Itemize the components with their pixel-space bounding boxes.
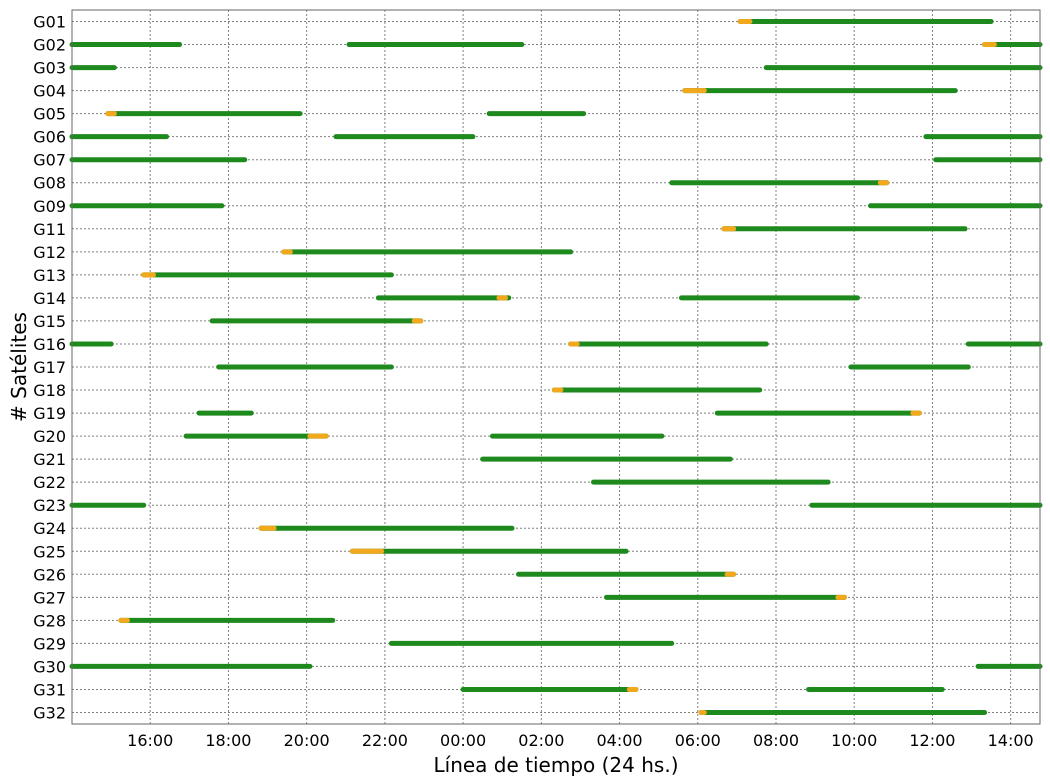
y-tick-label: G16 xyxy=(33,335,66,354)
y-tick-label: G18 xyxy=(33,381,66,400)
bars-layer xyxy=(69,19,1043,715)
x-tick-label: 10:00 xyxy=(831,731,877,750)
y-tick-label: G04 xyxy=(33,82,66,101)
x-tick-label: 02:00 xyxy=(518,731,564,750)
x-tick-label: 14:00 xyxy=(988,731,1034,750)
y-tick-label: G11 xyxy=(33,220,66,239)
y-tick-label: G31 xyxy=(33,680,66,699)
y-tick-label: G06 xyxy=(33,128,66,147)
y-tick-label: G20 xyxy=(33,427,66,446)
x-tick-label: 00:00 xyxy=(440,731,486,750)
y-tick-label: G14 xyxy=(33,289,66,308)
x-tick-label: 04:00 xyxy=(597,731,643,750)
y-tick-label: G24 xyxy=(33,519,66,538)
x-tick-label: 16:00 xyxy=(127,731,173,750)
x-tick-label: 20:00 xyxy=(284,731,330,750)
y-tick-label: G21 xyxy=(33,450,66,469)
y-tick-label: G05 xyxy=(33,105,66,124)
y-tick-label: G22 xyxy=(33,473,66,492)
y-tick-label: G19 xyxy=(33,404,66,423)
y-tick-label: G30 xyxy=(33,657,66,676)
y-tick-label: G09 xyxy=(33,197,66,216)
y-tick-label: G15 xyxy=(33,312,66,331)
y-tick-label: G25 xyxy=(33,542,66,561)
plot-frame xyxy=(71,9,1041,725)
x-tick-label: 18:00 xyxy=(205,731,251,750)
y-tick-label: G03 xyxy=(33,59,66,78)
y-axis-label: # Satélites xyxy=(7,312,31,422)
y-tick-label: G08 xyxy=(33,174,66,193)
y-tick-label: G32 xyxy=(33,703,66,722)
y-tick-label: G02 xyxy=(33,36,66,55)
x-tick-labels: 16:00 18:00 20:00 22:00 00:00 02:00 04:00 06:00… xyxy=(127,731,1034,750)
y-tick-label: G07 xyxy=(33,151,66,170)
y-tick-label: G01 xyxy=(33,13,66,32)
y-tick-label: G13 xyxy=(33,266,66,285)
y-tick-label: G12 xyxy=(33,243,66,262)
x-tick-label: 06:00 xyxy=(675,731,721,750)
y-tick-label: G27 xyxy=(33,588,66,607)
y-tick-label: G23 xyxy=(33,496,66,515)
y-tick-label: G28 xyxy=(33,611,66,630)
x-tick-label: 22:00 xyxy=(362,731,408,750)
x-tick-label: 08:00 xyxy=(753,731,799,750)
y-tick-label: G17 xyxy=(33,358,66,377)
y-tick-label: G29 xyxy=(33,634,66,653)
x-axis-label: Línea de tiempo (24 hs.) xyxy=(434,753,679,776)
y-tick-label: G26 xyxy=(33,565,66,584)
x-tick-label: 12:00 xyxy=(909,731,955,750)
y-tick-labels: G01 G02 G03 G04 G05 G06 G07 G08 G09 G11 G12 G13 G14 G… xyxy=(33,13,66,723)
